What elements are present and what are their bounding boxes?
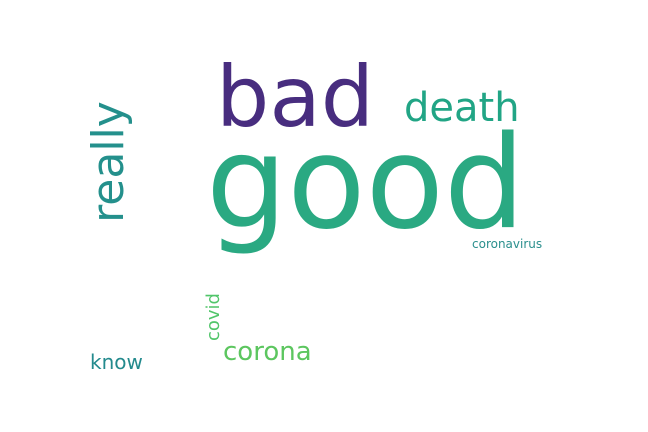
word-good: good	[206, 109, 526, 258]
word-know: know	[90, 350, 143, 374]
word-coronavirus: coronavirus	[472, 237, 543, 251]
word-really: really	[82, 101, 134, 223]
word-bad: bad	[216, 48, 375, 146]
word-corona: corona	[223, 337, 312, 367]
word-covid: covid	[203, 293, 224, 341]
word-death: death	[404, 85, 520, 131]
